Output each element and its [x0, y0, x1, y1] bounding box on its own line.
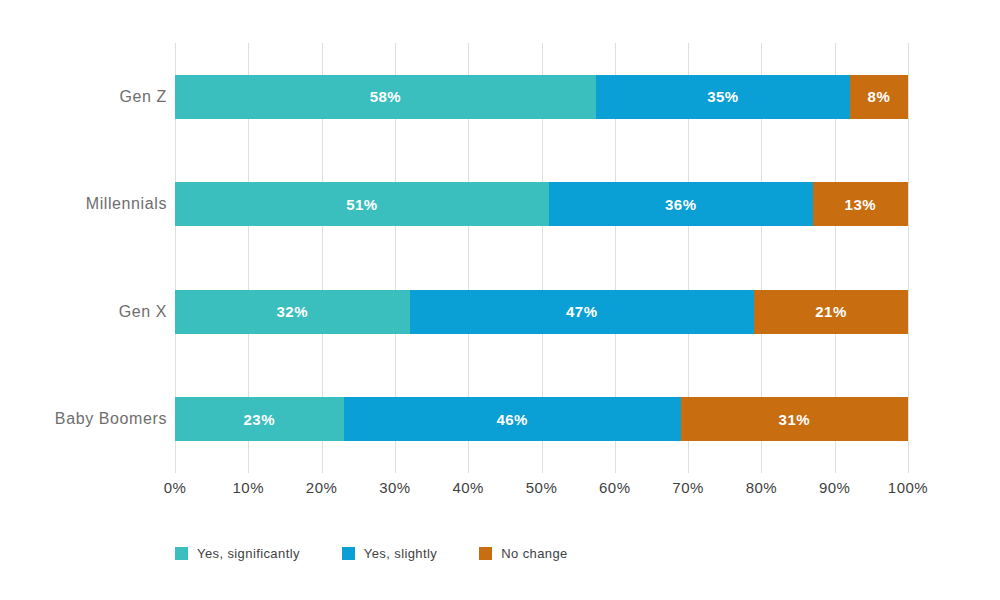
category-label: Gen Z [0, 43, 167, 151]
stacked-bar: 51%36%13% [175, 182, 908, 226]
bar-segment: 36% [549, 182, 813, 226]
bar-segment: 46% [344, 397, 681, 441]
x-tick-label: 10% [233, 479, 265, 496]
stacked-bar: 32%47%21% [175, 290, 908, 334]
bar-segment: 58% [175, 75, 596, 119]
legend-label: Yes, slightly [364, 546, 437, 561]
bar-segment: 47% [410, 290, 755, 334]
x-tick-label: 0% [164, 479, 187, 496]
x-tick-label: 90% [819, 479, 851, 496]
bar-row: 32%47%21% [175, 258, 908, 366]
category-axis: Gen ZMillennialsGen XBaby Boomers [0, 43, 167, 473]
legend-swatch [342, 547, 355, 560]
legend-label: Yes, significantly [197, 546, 300, 561]
legend-swatch [479, 547, 492, 560]
stacked-bar: 23%46%31% [175, 397, 908, 441]
gridline [908, 43, 909, 473]
x-tick-label: 20% [306, 479, 338, 496]
x-tick-label: 40% [452, 479, 484, 496]
x-tick-label: 80% [746, 479, 778, 496]
bar-segment: 51% [175, 182, 549, 226]
legend-label: No change [501, 546, 567, 561]
bar-segment: 13% [813, 182, 908, 226]
category-label: Millennials [0, 151, 167, 259]
bar-row: 51%36%13% [175, 151, 908, 259]
bar-segment: 8% [850, 75, 908, 119]
bar-segment: 23% [175, 397, 344, 441]
bar-segment: 31% [681, 397, 908, 441]
category-label: Gen X [0, 258, 167, 366]
x-axis: 0%10%20%30%40%50%60%70%80%90%100% [175, 479, 908, 501]
legend-item: Yes, slightly [342, 546, 437, 561]
chart-container: Gen ZMillennialsGen XBaby Boomers 58%35%… [0, 0, 1000, 600]
x-tick-label: 60% [599, 479, 631, 496]
plot-area: 58%35%8% 51%36%13% 32%47%21% 23%46%31% [175, 43, 908, 473]
bar-segment: 35% [596, 75, 850, 119]
bar-segment: 21% [754, 290, 908, 334]
x-tick-label: 100% [888, 479, 928, 496]
bar-segment: 32% [175, 290, 410, 334]
x-tick-label: 70% [672, 479, 704, 496]
legend: Yes, significantly Yes, slightly No change [175, 546, 568, 561]
legend-item: No change [479, 546, 567, 561]
legend-item: Yes, significantly [175, 546, 300, 561]
category-label: Baby Boomers [0, 366, 167, 474]
bar-row: 58%35%8% [175, 43, 908, 151]
bar-row: 23%46%31% [175, 366, 908, 474]
stacked-bar: 58%35%8% [175, 75, 908, 119]
legend-swatch [175, 547, 188, 560]
x-tick-label: 50% [526, 479, 558, 496]
x-tick-label: 30% [379, 479, 411, 496]
